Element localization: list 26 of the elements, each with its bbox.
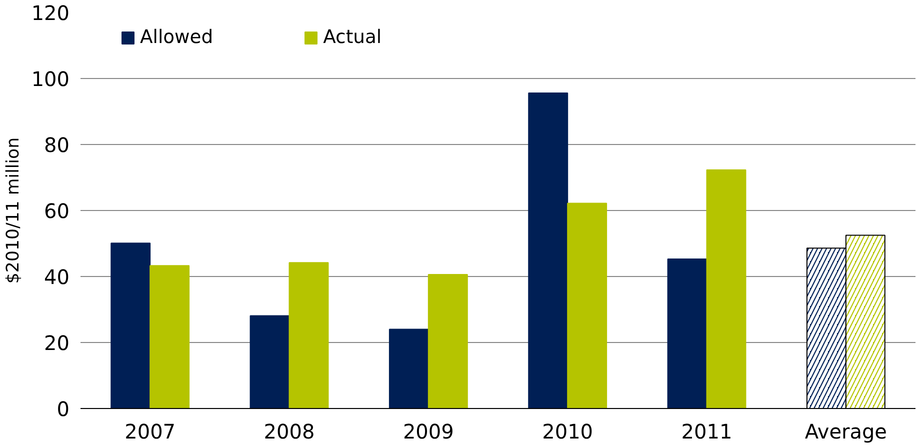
bar	[388, 328, 429, 408]
y-axis-title: $2010/11 million	[3, 137, 24, 284]
x-tick-label: 2009	[402, 420, 454, 444]
bar	[288, 262, 329, 408]
bar	[150, 265, 190, 408]
y-tick-label: 120	[31, 1, 70, 25]
bar	[428, 274, 468, 408]
bar	[706, 169, 746, 408]
y-tick-label: 40	[44, 265, 70, 289]
legend-label: Actual	[323, 27, 382, 48]
x-tick-label: 2010	[542, 420, 594, 444]
x-tick-label: Average	[804, 420, 887, 444]
y-tick-label: 60	[44, 199, 70, 223]
x-tick-label: 2007	[124, 420, 176, 444]
y-tick-label: 0	[56, 397, 70, 421]
y-tick-label: 80	[44, 133, 70, 157]
x-tick-label: 2011	[681, 420, 732, 444]
x-tick-label: 2008	[264, 420, 315, 444]
bar	[528, 92, 568, 408]
bar	[567, 202, 608, 408]
bar	[250, 315, 290, 408]
y-tick-label: 100	[31, 67, 70, 91]
bar	[110, 242, 151, 408]
legend-label: Allowed	[140, 27, 214, 48]
bar	[667, 258, 708, 408]
y-tick-label: 20	[44, 331, 70, 355]
